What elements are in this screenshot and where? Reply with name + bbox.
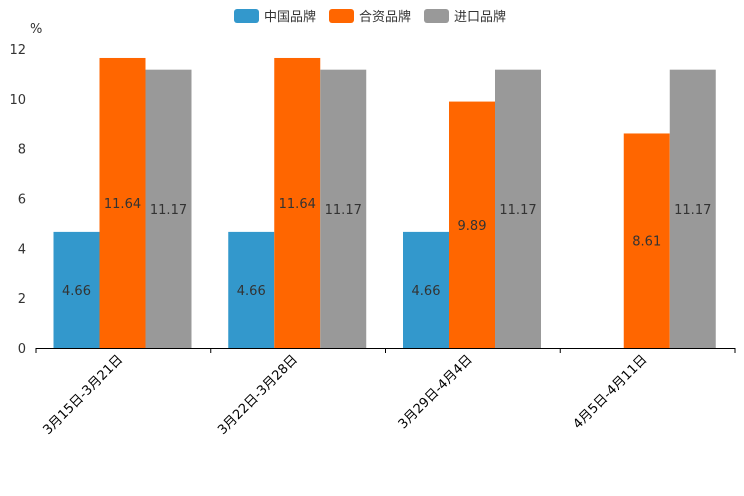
legend-label-1: 中国品牌 — [264, 9, 316, 25]
data-label-2-4: 8.61 — [632, 235, 661, 250]
bar-3-1 — [145, 69, 192, 348]
data-label-3-2: 11.17 — [325, 203, 362, 218]
y-tick-label: 0 — [18, 342, 26, 357]
bar-1-3 — [403, 231, 449, 348]
legend-swatch-2 — [329, 9, 354, 23]
legend-label-2: 合资品牌 — [359, 9, 411, 25]
bar-1-2 — [228, 231, 275, 348]
bar-2-1 — [99, 57, 146, 348]
bar-3-3 — [495, 69, 541, 348]
bar-2-4 — [623, 133, 670, 348]
x-tick-label: 4月5日-4月11日 — [571, 352, 651, 432]
legend-swatch-1 — [234, 9, 259, 23]
y-tick-label: 12 — [9, 43, 26, 58]
x-tick-label: 3月29日-4月4日 — [396, 352, 476, 432]
bar-3-2 — [320, 69, 367, 348]
y-axis: 0 2 4 6 8 10 12 — [9, 43, 26, 357]
y-tick-label: 10 — [9, 93, 26, 108]
data-label-2-1: 11.64 — [104, 197, 141, 212]
bars: 4.66 11.64 11.17 4.66 11.64 11.17 4.66 9.89 11.1… — [53, 57, 716, 349]
legend: 中国品牌 合资品牌 进口品牌 — [234, 9, 506, 25]
bar-2-2 — [274, 57, 321, 348]
legend-label-3: 进口品牌 — [454, 9, 506, 25]
data-label-3-1: 11.17 — [150, 203, 187, 218]
bar-2-3 — [449, 101, 495, 349]
data-label-1-3: 4.66 — [412, 284, 441, 299]
data-label-1-2: 4.66 — [237, 284, 266, 299]
data-label-2-2: 11.64 — [279, 197, 316, 212]
x-tick-label: 3月15日-3月21日 — [40, 352, 126, 438]
data-label-1-1: 4.66 — [62, 284, 91, 299]
bar-3-4 — [669, 69, 716, 348]
data-label-3-3: 11.17 — [499, 203, 536, 218]
data-label-3-4: 11.17 — [674, 203, 711, 218]
y-tick-label: 6 — [18, 193, 26, 208]
y-tick-label: 4 — [18, 242, 26, 257]
x-tick-label: 3月22日-3月28日 — [215, 352, 301, 438]
data-label-2-3: 9.89 — [458, 219, 487, 234]
bar-1-1 — [53, 231, 100, 348]
y-tick-label: 8 — [18, 143, 26, 158]
y-tick-label: 2 — [18, 292, 26, 307]
legend-swatch-3 — [424, 9, 449, 23]
x-axis: 3月15日-3月21日 3月22日-3月28日 3月29日-4月4日 4月5日-4月1… — [35, 348, 736, 438]
y-axis-unit-label: % — [30, 22, 42, 37]
